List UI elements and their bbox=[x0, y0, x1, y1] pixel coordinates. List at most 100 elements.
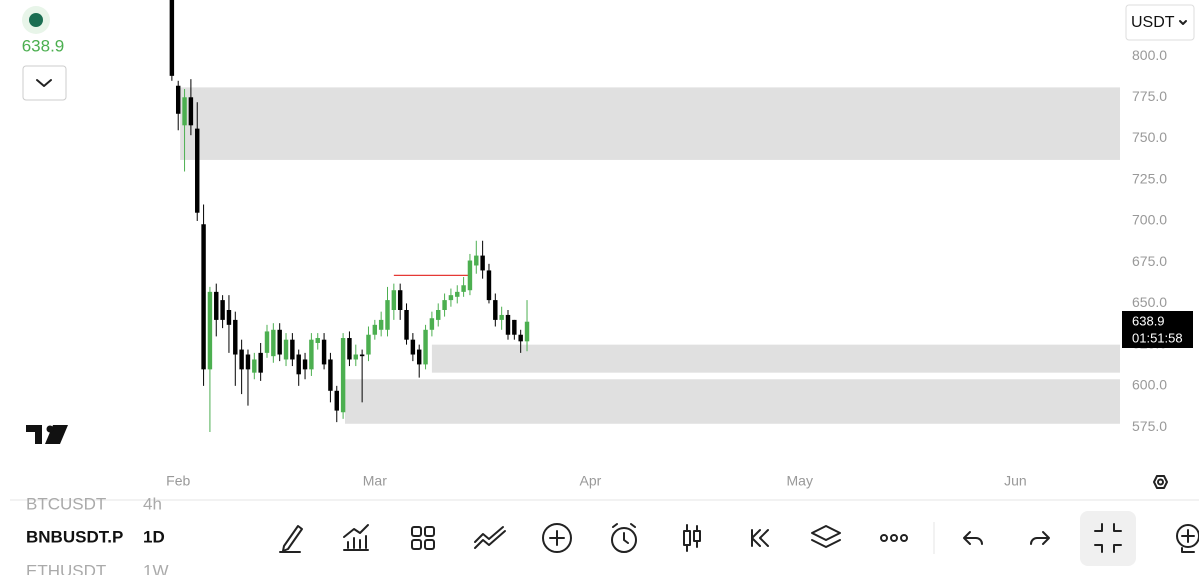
candle-body bbox=[245, 354, 251, 370]
logo-dot bbox=[46, 425, 54, 433]
layers-tool[interactable] bbox=[811, 525, 841, 548]
candle-body bbox=[397, 290, 403, 310]
compare-tool[interactable] bbox=[474, 526, 506, 549]
zone bbox=[345, 379, 1120, 424]
settings-button[interactable] bbox=[1153, 475, 1168, 489]
candle-body bbox=[486, 270, 492, 301]
settings-icon bbox=[1157, 478, 1164, 486]
watchlist-symbol[interactable]: BTCUSDT bbox=[26, 494, 106, 513]
x-tick-label: Feb bbox=[166, 473, 190, 489]
candle-body bbox=[290, 339, 295, 360]
replay-tool[interactable] bbox=[751, 529, 769, 547]
candle-body bbox=[239, 349, 244, 370]
candle-body bbox=[220, 300, 225, 320]
y-tick-label: 700.0 bbox=[1132, 212, 1167, 228]
currency-dropdown[interactable] bbox=[1125, 4, 1195, 41]
fullscreen-button[interactable] bbox=[1094, 523, 1122, 553]
candle-body bbox=[359, 354, 365, 357]
watchlist-symbol[interactable]: ETHUSDT bbox=[26, 561, 106, 580]
candle-body bbox=[442, 300, 447, 310]
candle-body bbox=[505, 314, 511, 335]
undo-button[interactable] bbox=[963, 531, 983, 545]
status-dot bbox=[29, 13, 43, 27]
y-tick-label: 775.0 bbox=[1132, 88, 1167, 104]
watchlist-interval[interactable]: 4h bbox=[143, 494, 162, 513]
candle-body bbox=[195, 128, 200, 213]
candle-body bbox=[328, 359, 333, 391]
candle-body bbox=[474, 255, 479, 266]
candle-body bbox=[436, 310, 441, 320]
candle-body bbox=[461, 285, 466, 292]
candle-body bbox=[309, 339, 314, 370]
candle-body bbox=[416, 349, 422, 365]
y-tick-label: 650.0 bbox=[1132, 294, 1167, 310]
plot-area bbox=[169, 0, 1120, 433]
candle-body bbox=[321, 339, 327, 365]
y-tick-label: 600.0 bbox=[1132, 377, 1167, 393]
price-badge bbox=[1122, 311, 1193, 348]
candle-body bbox=[423, 329, 428, 365]
zone bbox=[431, 344, 1120, 373]
badge-price: 638.9 bbox=[1132, 313, 1165, 328]
currency-label: USDT bbox=[1131, 14, 1175, 31]
x-tick-label: Mar bbox=[363, 473, 387, 489]
candle-body bbox=[347, 338, 352, 360]
candle-body bbox=[429, 318, 435, 330]
candle-body bbox=[283, 339, 289, 360]
draw-tool[interactable] bbox=[279, 525, 303, 553]
candle-body bbox=[271, 329, 276, 357]
add-tool[interactable] bbox=[542, 523, 572, 553]
alert-tool[interactable] bbox=[611, 523, 637, 553]
candle-body bbox=[372, 324, 378, 335]
layout-tool[interactable] bbox=[411, 526, 435, 550]
candle-body bbox=[404, 310, 409, 340]
candle-body bbox=[512, 319, 517, 335]
candle-body bbox=[334, 390, 339, 411]
candle-body bbox=[175, 85, 181, 114]
x-tick-label: May bbox=[787, 473, 813, 489]
candle-body bbox=[214, 291, 219, 320]
candle-body bbox=[226, 310, 232, 325]
candle-body bbox=[252, 359, 257, 373]
chevron-icon bbox=[36, 79, 52, 87]
candle-body bbox=[455, 291, 460, 297]
collapse-button[interactable] bbox=[22, 65, 67, 101]
y-tick-label: 800.0 bbox=[1132, 47, 1167, 63]
watchlist-interval[interactable]: 1W bbox=[143, 561, 169, 580]
candle-body bbox=[366, 334, 371, 355]
chart-type-tool[interactable] bbox=[683, 524, 701, 552]
x-tick-label: Apr bbox=[580, 473, 602, 489]
candle-body bbox=[353, 354, 359, 360]
candle-body bbox=[391, 290, 397, 310]
candle-body bbox=[201, 224, 206, 370]
candle-body bbox=[518, 334, 523, 342]
candle-body bbox=[296, 354, 301, 375]
watchlist-symbol[interactable]: BNBUSDT.P bbox=[26, 527, 123, 546]
y-tick-label: 725.0 bbox=[1132, 170, 1167, 186]
badge-countdown: 01:51:58 bbox=[1132, 330, 1183, 345]
candle-body bbox=[315, 338, 320, 343]
candle-body bbox=[169, 0, 175, 76]
dropdown-icon bbox=[1179, 20, 1187, 25]
logo bbox=[26, 425, 68, 444]
candle-body bbox=[410, 339, 416, 355]
candle-body bbox=[188, 97, 194, 126]
candle-body bbox=[378, 319, 384, 330]
candle-body bbox=[233, 319, 238, 355]
redo-button[interactable] bbox=[1030, 531, 1050, 545]
candle-body bbox=[480, 255, 485, 271]
watchlist-interval[interactable]: 1D bbox=[143, 527, 165, 546]
y-tick-label: 675.0 bbox=[1132, 253, 1167, 269]
zoom-tool[interactable] bbox=[1176, 524, 1199, 553]
candle-body bbox=[499, 314, 504, 320]
candle-body bbox=[302, 359, 308, 370]
y-tick-label: 750.0 bbox=[1132, 129, 1167, 145]
candle-body bbox=[524, 321, 530, 342]
candle-body bbox=[264, 331, 270, 353]
last-price: 638.9 bbox=[22, 36, 65, 55]
y-tick-label: 575.0 bbox=[1132, 418, 1167, 434]
more-tool[interactable] bbox=[880, 534, 908, 542]
indicators-tool[interactable] bbox=[343, 524, 369, 551]
candle-body bbox=[448, 295, 454, 301]
